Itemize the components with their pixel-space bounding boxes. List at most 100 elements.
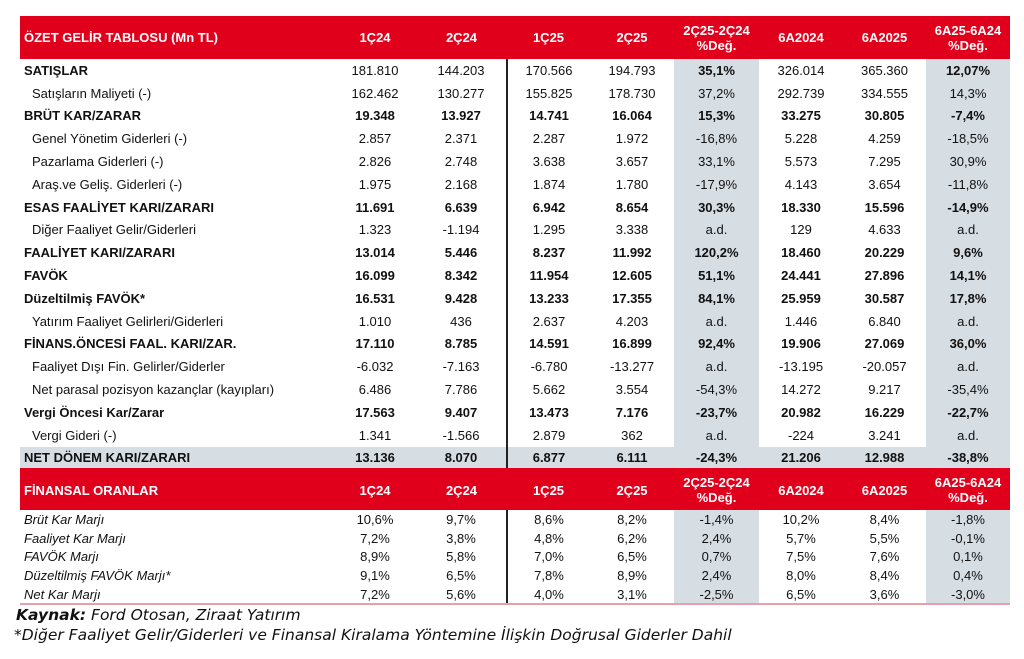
cell-value: 8,4% (869, 568, 900, 584)
header-row: ÖZET GELİR TABLOSU (Mn TL) 1Ç24 2Ç24 1Ç25 2Ç… (20, 16, 1010, 59)
cell-value: 92,4% (674, 332, 759, 356)
cell-value: 8.654 (615, 199, 649, 215)
cell-value: 13.473 (529, 404, 569, 420)
table-row: Satışların Maliyeti (-) 162.462 130.277 155… (20, 81, 1010, 105)
cell-value: 6,5% (759, 585, 843, 605)
cell-value: 6.111 (590, 446, 674, 471)
cell-value: 1.972 (615, 131, 649, 147)
cell-value: 129 (790, 222, 812, 238)
cell-value: 8.785 (416, 332, 508, 356)
cell-value: 7.176 (615, 404, 649, 420)
cell-value: -18,5% (926, 127, 1010, 151)
cell-value: 10,2% (782, 511, 820, 527)
row-label: FAVÖK (24, 268, 68, 284)
cell-value: 14,3% (926, 81, 1010, 105)
cell-value: 19.348 (355, 108, 395, 124)
cell-value: 16.099 (355, 268, 395, 284)
cell-value: 5.662 (532, 382, 566, 398)
row-label: Vergi Öncesi Kar/Zarar (24, 404, 165, 420)
cell-value: -13.277 (609, 359, 655, 375)
table-row: Düzeltilmiş FAVÖK* 16.531 9.428 13.233 17.35… (20, 286, 1010, 310)
cell-value: 9,1% (360, 568, 390, 584)
cell-value: 33,1% (674, 150, 759, 173)
cell-value: 8.342 (416, 264, 508, 287)
cell-value: 11.691 (355, 199, 395, 215)
cell-value: 4.203 (615, 313, 649, 329)
cell-value: 8.237 (532, 245, 566, 261)
cell-value: 17.355 (612, 290, 652, 306)
cell-value: -2,5% (674, 585, 759, 605)
cell-value: -1,4% (674, 510, 759, 529)
cell-value: 292.739 (777, 85, 825, 101)
cell-value: 12,07% (926, 59, 1010, 82)
cell-value: 120,2% (674, 241, 759, 265)
cell-value: 1.780 (615, 176, 649, 192)
table-title: ÖZET GELİR TABLOSU (Mn TL) (24, 30, 219, 45)
cell-value: 181.810 (351, 62, 399, 78)
cell-value: -3,0% (926, 585, 1010, 605)
row-label: FİNANS.ÖNCESİ FAAL. KARI/ZAR. (24, 336, 237, 352)
cell-value: 3.638 (532, 154, 566, 170)
cell-value: 84,1% (674, 286, 759, 310)
cell-value: 0,1% (926, 547, 1010, 567)
cell-value: 1.446 (784, 313, 818, 329)
table-row: Pazarlama Giderleri (-) 2.826 2.748 3.638 3.… (20, 150, 1010, 173)
cell-value: 18.460 (781, 245, 821, 261)
cell-value: 3,8% (416, 528, 508, 548)
cell-value: 155.825 (525, 85, 573, 101)
cell-value: -11,8% (926, 172, 1010, 196)
cell-value: -7.163 (416, 355, 508, 379)
row-label: ESAS FAALİYET KARI/ZARARI (24, 199, 214, 215)
table-row: Yatırım Faaliyet Gelirleri/Giderleri 1.01… (20, 309, 1010, 333)
cell-value: 5,5% (869, 530, 900, 546)
table-row: Diğer Faaliyet Gelir/Giderleri 1.323 -1.19… (20, 218, 1010, 242)
source-label: Kaynak: (16, 606, 87, 624)
cell-value: -14,9% (926, 195, 1010, 219)
cell-value: 8.070 (416, 446, 508, 471)
table-row: Faaliyet Kar Marjı 7,2% 3,8% 4,8% 6,2% 2,4% 5,… (20, 528, 1010, 548)
table-row: Brüt Kar Marjı 10,6% 9,7% 8,6% 8,2% -1,4% 10,2… (20, 510, 1010, 529)
cell-value: 0,7% (674, 547, 759, 567)
cell-value: 7.295 (868, 154, 901, 170)
cell-value: a.d. (926, 423, 1010, 447)
table-row: Araş.ve Geliş. Giderleri (-) 1.975 2.168 1.… (20, 172, 1010, 196)
cell-value: 3.654 (868, 176, 901, 192)
cell-value: 2.879 (532, 427, 566, 443)
row-label: Brüt Kar Marjı (24, 511, 105, 527)
cell-value: -22,7% (926, 400, 1010, 424)
cell-value: 362 (621, 427, 643, 443)
cell-value: 4.143 (784, 176, 818, 192)
cell-value: 3.241 (868, 427, 901, 443)
cell-value: 14.591 (529, 336, 569, 352)
cell-value: 14,1% (926, 264, 1010, 287)
cell-value: 35,1% (674, 59, 759, 82)
cell-value: 18.330 (781, 199, 821, 215)
cell-value: 12.605 (612, 268, 652, 284)
cell-value: 4.259 (868, 131, 901, 147)
column-header: 6A2025 (861, 30, 908, 45)
cell-value: 7.786 (416, 378, 508, 401)
cell-value: -0,1% (926, 528, 1010, 548)
column-header: 6A25-6A24 %Değ. (934, 475, 1002, 505)
cell-value: 13.233 (529, 290, 569, 306)
cell-value: 8,0% (786, 568, 816, 584)
cell-value: 7,2% (334, 585, 416, 605)
row-label: FAVÖK Marjı (24, 549, 99, 565)
cell-value: 3,1% (590, 585, 674, 605)
cell-value: 25.959 (781, 290, 821, 306)
column-header: 2Ç25-2Ç24 %Değ. (683, 22, 750, 53)
table-row: Vergi Gideri (-) 1.341 -1.566 2.879 362 a.d. -… (20, 423, 1010, 447)
cell-value: -17,9% (674, 172, 759, 196)
cell-value: 1.010 (358, 313, 392, 329)
cell-value: -23,7% (674, 400, 759, 424)
row-label: Genel Yönetim Giderleri (-) (32, 131, 188, 147)
cell-value: 16.899 (612, 336, 652, 352)
cell-value: 4,0% (507, 585, 590, 605)
cell-value: -1.566 (416, 423, 508, 447)
cell-value: 30.805 (864, 108, 905, 124)
table-row: FAVÖK 16.099 8.342 11.954 12.605 51,1% 24.441 2… (20, 264, 1010, 287)
cell-value: 1.874 (532, 176, 566, 192)
table-row: Faaliyet Dışı Fin. Gelirler/Giderler -6.0… (20, 355, 1010, 379)
column-header: 6A2024 (778, 30, 824, 45)
cell-value: 11.992 (612, 245, 652, 261)
